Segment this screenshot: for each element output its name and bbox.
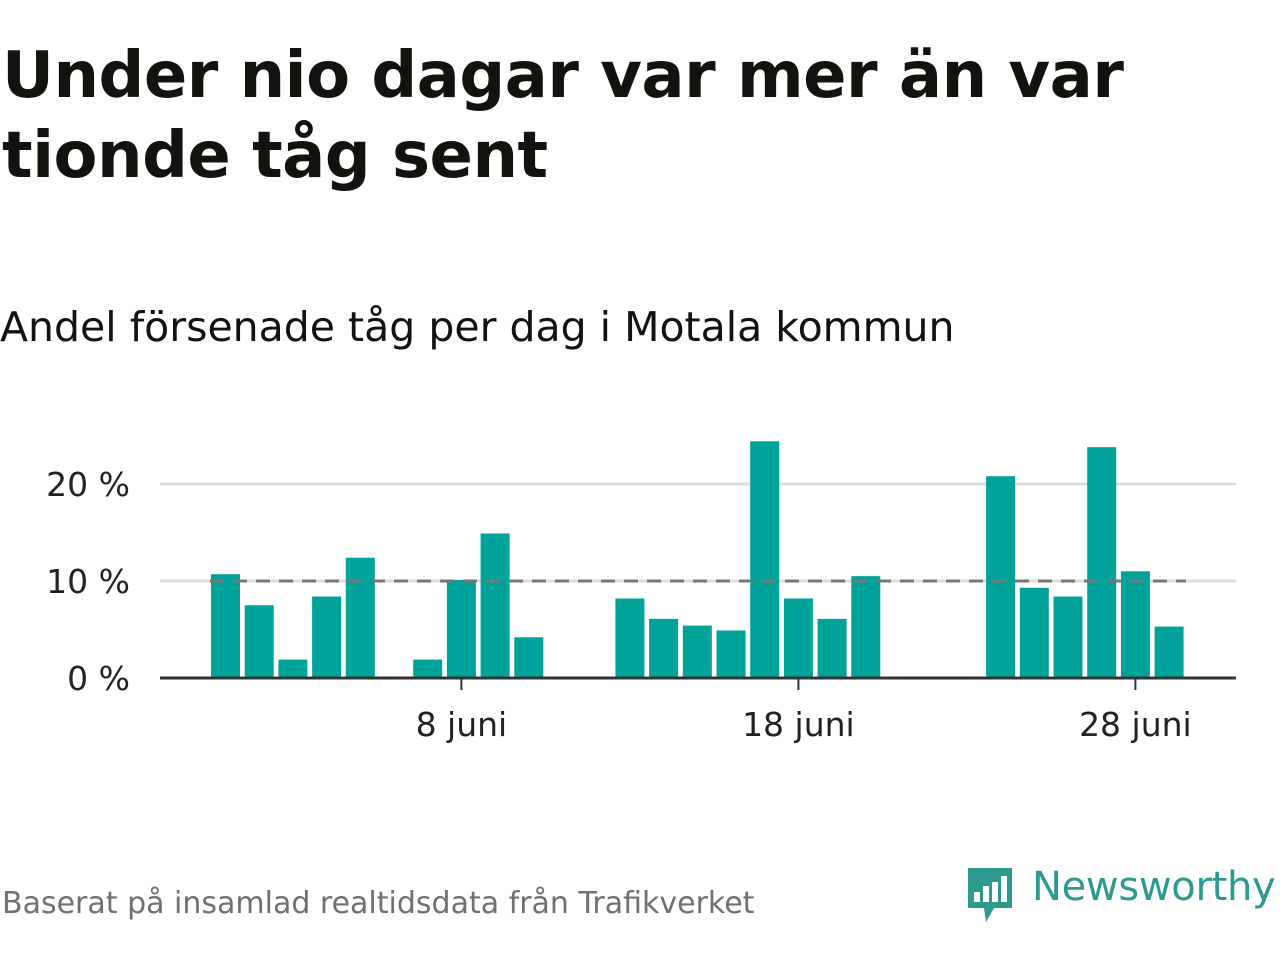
bar [1053,596,1083,678]
bar [851,576,881,678]
y-tick-label: 10 % [46,562,130,601]
grid-lines [160,482,1236,583]
brand-name: Newsworthy [1032,864,1276,910]
bar [244,605,274,678]
bar [211,574,240,678]
bar [649,618,679,678]
axes: 0 % 10 % 20 % 8 juni 18 juni 28 juni [46,465,1236,744]
source-note: Baserat på insamlad realtidsdata från Tr… [2,886,755,921]
newsworthy-logo-icon [968,868,1012,922]
bar [413,659,443,678]
bar [514,637,544,678]
bar [312,596,342,678]
y-tick-label: 0 % [67,659,130,698]
bar [480,533,510,678]
bar [446,580,476,678]
bars [211,441,1184,678]
bar [1154,626,1184,678]
bar [1019,587,1049,678]
x-tick-label: 28 juni [1079,705,1192,744]
chart-title: Under nio dagar var mer än var tionde tå… [2,39,1124,193]
bar [278,659,308,678]
bar-chart: 0 % 10 % 20 % 8 juni 18 juni 28 juni [46,441,1236,744]
x-tick-label: 8 juni [416,705,508,744]
bar [615,598,645,678]
bar [1120,571,1150,678]
brand: Newsworthy [962,862,1280,932]
bar [817,618,847,678]
bar [345,557,375,678]
y-tick-label: 20 % [46,465,130,504]
bar [750,441,780,678]
bar [783,598,813,678]
bar [716,630,746,678]
bar [986,476,1016,678]
x-tick-label: 18 juni [742,705,855,744]
chart-subtitle: Andel försenade tåg per dag i Motala kom… [0,303,955,351]
bar [1087,447,1117,678]
bar [682,625,712,678]
